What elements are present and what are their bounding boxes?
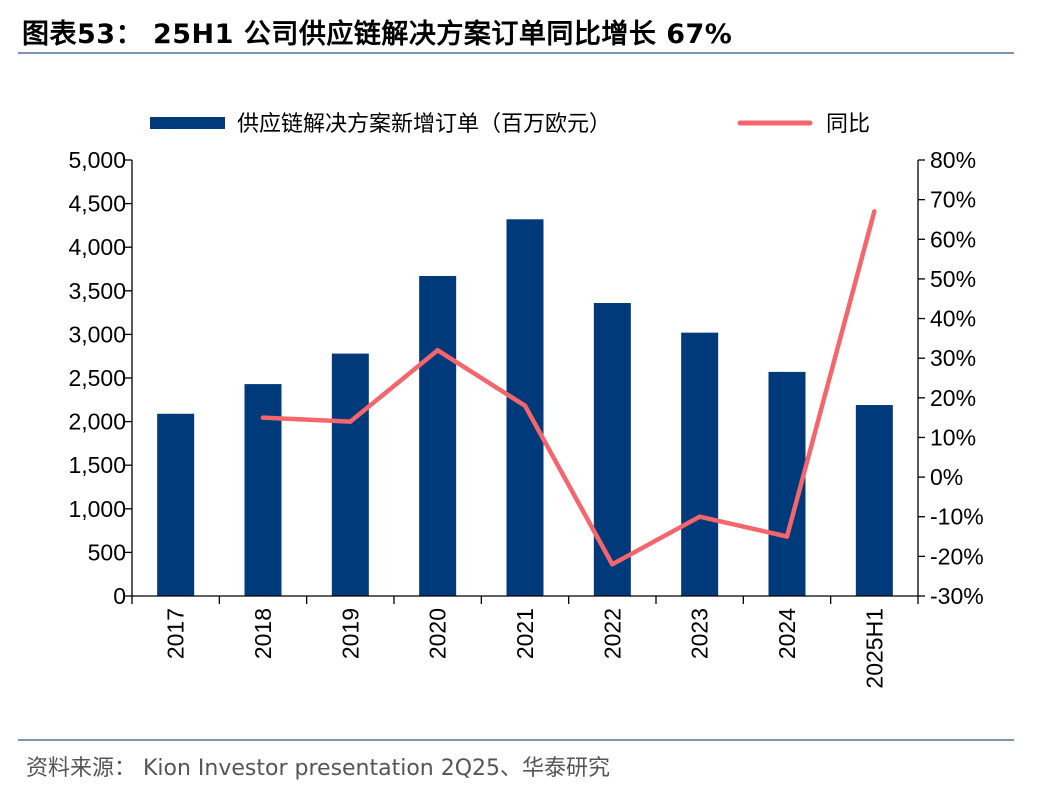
- yoy-point: [348, 419, 353, 424]
- y-left-tick-label: 4,500: [68, 191, 126, 217]
- legend: 供应链解决方案新增订单（百万欧元） 同比: [150, 111, 870, 136]
- y-right-tick-label: -10%: [930, 504, 984, 530]
- y-right-tick-label: 80%: [930, 147, 976, 173]
- y-left-tick-label: 2,500: [68, 365, 126, 391]
- y-left-tick-label: 4,000: [68, 234, 126, 260]
- x-tick-label: 2023: [687, 608, 713, 659]
- y-left-tick-label: 5,000: [68, 147, 126, 173]
- yoy-point: [522, 403, 528, 408]
- source-note: 资料来源： Kion Investor presentation 2Q25、华泰…: [26, 756, 611, 781]
- y-right-tick-label: -20%: [930, 543, 984, 569]
- x-tick-label: 2024: [774, 608, 800, 659]
- y-right-tick-label: 10%: [930, 424, 976, 450]
- x-tick-label: 2021: [512, 608, 538, 659]
- yoy-point: [872, 209, 877, 214]
- y-left-tick-label: 1,500: [68, 452, 126, 478]
- y-left-tick-label: 1,000: [68, 496, 126, 522]
- y-right-tick-label: 40%: [930, 306, 976, 332]
- x-tick-label: 2019: [337, 608, 363, 659]
- legend-line-label: 同比: [826, 111, 870, 136]
- y-left-tick-label: 500: [88, 539, 126, 565]
- bar: [331, 353, 369, 596]
- y-right-tick-label: 60%: [930, 226, 976, 252]
- y-right-tick-label: -30%: [930, 583, 984, 609]
- y-left-tick-label: 2,000: [68, 409, 126, 435]
- title-divider: [18, 52, 1014, 54]
- y-right-tick-label: 70%: [930, 187, 976, 213]
- y-right-tick-label: 50%: [930, 266, 976, 292]
- y-left-tick-label: 0: [113, 583, 126, 609]
- x-tick-label: 2022: [599, 608, 625, 659]
- yoy-line: [260, 209, 877, 567]
- legend-bar-label: 供应链解决方案新增订单（百万欧元）: [237, 111, 611, 136]
- yoy-point: [697, 514, 702, 519]
- y-right-tick-label: 30%: [930, 345, 976, 371]
- bar: [593, 303, 631, 596]
- yoy-point: [784, 534, 790, 539]
- bar: [681, 332, 719, 596]
- y-right-tick-label: 20%: [930, 385, 976, 411]
- x-tick-label: 2017: [163, 608, 189, 659]
- chart-title: 图表53： 25H1 公司供应链解决方案订单同比增长 67%: [22, 19, 733, 50]
- bar: [855, 405, 893, 596]
- x-tick-label: 2025H1: [861, 608, 887, 689]
- y-left-tick-label: 3,500: [68, 278, 126, 304]
- bar: [157, 413, 195, 596]
- legend-bar-swatch: [150, 117, 225, 129]
- x-tick-label: 2020: [425, 608, 451, 659]
- yoy-point: [260, 415, 266, 420]
- x-tick-label: 2018: [250, 608, 276, 659]
- y-right-tick-label: 0%: [930, 464, 963, 490]
- bar: [419, 275, 457, 596]
- plot-area: 0 500 1,000 1,500 2,000 2,500 3,000 3,500 4,000 4…: [68, 147, 983, 689]
- footer-divider: [18, 739, 1014, 741]
- yoy-point: [435, 348, 440, 353]
- yoy-point: [610, 562, 615, 567]
- y-left-tick-label: 3,000: [68, 321, 126, 347]
